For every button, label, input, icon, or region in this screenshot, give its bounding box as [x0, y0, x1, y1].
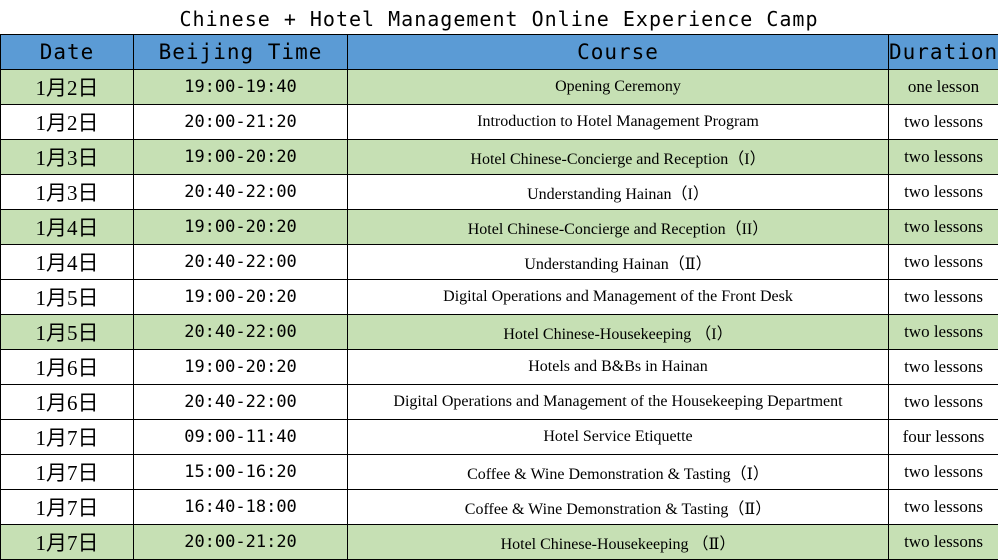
date-cell[interactable]: 1月7日 [1, 420, 134, 455]
time-cell[interactable]: 19:00-19:40 [134, 70, 348, 105]
time-cell[interactable]: 19:00-20:20 [134, 140, 348, 175]
course-cell[interactable]: Hotel Chinese-Concierge and Reception（I） [348, 140, 889, 175]
time-cell[interactable]: 20:00-21:20 [134, 525, 348, 560]
date-cell[interactable]: 1月5日 [1, 315, 134, 350]
date-cell[interactable]: 1月2日 [1, 70, 134, 105]
duration-cell[interactable]: two lessons [889, 525, 998, 560]
course-cell[interactable]: Opening Ceremony [348, 70, 889, 105]
time-cell[interactable]: 19:00-20:20 [134, 280, 348, 315]
duration-cell[interactable]: two lessons [889, 245, 998, 280]
time-cell[interactable]: 20:40-22:00 [134, 315, 348, 350]
duration-cell[interactable]: two lessons [889, 210, 998, 245]
duration-cell[interactable]: two lessons [889, 350, 998, 385]
date-cell[interactable]: 1月3日 [1, 175, 134, 210]
course-cell[interactable]: Coffee & Wine Demonstration & Tasting（Ⅰ） [348, 455, 889, 490]
course-cell[interactable]: Hotels and B&Bs in Hainan [348, 350, 889, 385]
duration-cell[interactable]: two lessons [889, 315, 998, 350]
header-course[interactable]: Course [348, 35, 889, 70]
duration-cell[interactable]: two lessons [889, 105, 998, 140]
date-cell[interactable]: 1月6日 [1, 350, 134, 385]
course-cell[interactable]: Hotel Chinese-Concierge and Reception（II… [348, 210, 889, 245]
duration-cell[interactable]: two lessons [889, 455, 998, 490]
time-cell[interactable]: 20:40-22:00 [134, 245, 348, 280]
duration-cell[interactable]: two lessons [889, 385, 998, 420]
date-cell[interactable]: 1月4日 [1, 210, 134, 245]
date-cell[interactable]: 1月6日 [1, 385, 134, 420]
time-cell[interactable]: 20:00-21:20 [134, 105, 348, 140]
time-cell[interactable]: 09:00-11:40 [134, 420, 348, 455]
date-cell[interactable]: 1月7日 [1, 490, 134, 525]
duration-cell[interactable]: two lessons [889, 280, 998, 315]
course-cell[interactable]: Introduction to Hotel Management Program [348, 105, 889, 140]
duration-cell[interactable]: two lessons [889, 140, 998, 175]
course-cell[interactable]: Hotel Chinese-Housekeeping （I） [348, 315, 889, 350]
course-cell[interactable]: Coffee & Wine Demonstration & Tasting（Ⅱ） [348, 490, 889, 525]
duration-cell[interactable]: four lessons [889, 420, 998, 455]
sheet-title: Chinese + Hotel Management Online Experi… [0, 0, 998, 34]
header-date[interactable]: Date [1, 35, 134, 70]
date-cell[interactable]: 1月5日 [1, 280, 134, 315]
course-cell[interactable]: Digital Operations and Management of the… [348, 385, 889, 420]
time-cell[interactable]: 19:00-20:20 [134, 350, 348, 385]
date-cell[interactable]: 1月7日 [1, 525, 134, 560]
course-cell[interactable]: Understanding Hainan（I） [348, 175, 889, 210]
time-cell[interactable]: 19:00-20:20 [134, 210, 348, 245]
duration-cell[interactable]: two lessons [889, 175, 998, 210]
header-duration[interactable]: Duration [889, 35, 998, 70]
time-cell[interactable]: 15:00-16:20 [134, 455, 348, 490]
course-cell[interactable]: Digital Operations and Management of the… [348, 280, 889, 315]
date-cell[interactable]: 1月4日 [1, 245, 134, 280]
duration-cell[interactable]: two lessons [889, 490, 998, 525]
header-row: Date Beijing Time Course Duration [1, 35, 998, 70]
course-cell[interactable]: Hotel Chinese-Housekeeping （Ⅱ） [348, 525, 889, 560]
date-cell[interactable]: 1月7日 [1, 455, 134, 490]
duration-cell[interactable]: one lesson [889, 70, 998, 105]
time-cell[interactable]: 20:40-22:00 [134, 385, 348, 420]
time-cell[interactable]: 16:40-18:00 [134, 490, 348, 525]
course-cell[interactable]: Understanding Hainan（Ⅱ） [348, 245, 889, 280]
date-cell[interactable]: 1月2日 [1, 105, 134, 140]
time-cell[interactable]: 20:40-22:00 [134, 175, 348, 210]
header-time[interactable]: Beijing Time [134, 35, 348, 70]
course-cell[interactable]: Hotel Service Etiquette [348, 420, 889, 455]
date-cell[interactable]: 1月3日 [1, 140, 134, 175]
